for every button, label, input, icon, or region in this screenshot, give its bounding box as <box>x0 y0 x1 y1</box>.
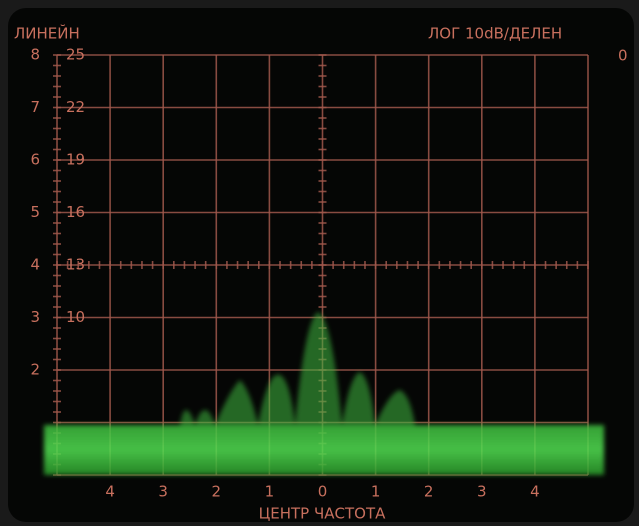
ref-label: 0 <box>618 47 628 65</box>
linear-tick-label: 7 <box>30 98 40 116</box>
db-tick-label: 19 <box>66 151 85 169</box>
linear-tick-label: 8 <box>30 46 40 64</box>
linear-tick-label: 4 <box>30 256 40 274</box>
screen-photo: ЛИНЕЙН ЛОГ 10dB/ДЕЛЕН 0 ЦЕНТР ЧАСТОТА 8 7… <box>0 0 639 526</box>
frequency-tick-label: 1 <box>265 483 275 501</box>
db-tick-label: 16 <box>66 203 85 221</box>
linear-tick-label: 2 <box>30 361 40 379</box>
db-tick-label: 10 <box>66 308 85 326</box>
frequency-tick-label: 4 <box>105 483 115 501</box>
linear-tick-label: 3 <box>30 308 40 326</box>
frequency-tick-label: 0 <box>318 483 328 501</box>
scale-label: ЛОГ 10dB/ДЕЛЕН <box>428 25 562 43</box>
db-tick-label: 13 <box>66 256 85 274</box>
linear-tick-label: 5 <box>30 203 40 221</box>
db-tick-label: 22 <box>66 98 85 116</box>
linear-tick-label: 6 <box>30 151 40 169</box>
frequency-tick-label: 2 <box>212 483 222 501</box>
mode-label: ЛИНЕЙН <box>14 24 80 43</box>
frequency-tick-label: 3 <box>158 483 168 501</box>
frequency-tick-label: 3 <box>477 483 487 501</box>
db-tick-label: 25 <box>66 46 85 64</box>
footer-label: ЦЕНТР ЧАСТОТА <box>259 505 387 523</box>
frequency-tick-label: 4 <box>530 483 540 501</box>
frequency-tick-label: 2 <box>424 483 434 501</box>
frequency-tick-label: 1 <box>371 483 381 501</box>
